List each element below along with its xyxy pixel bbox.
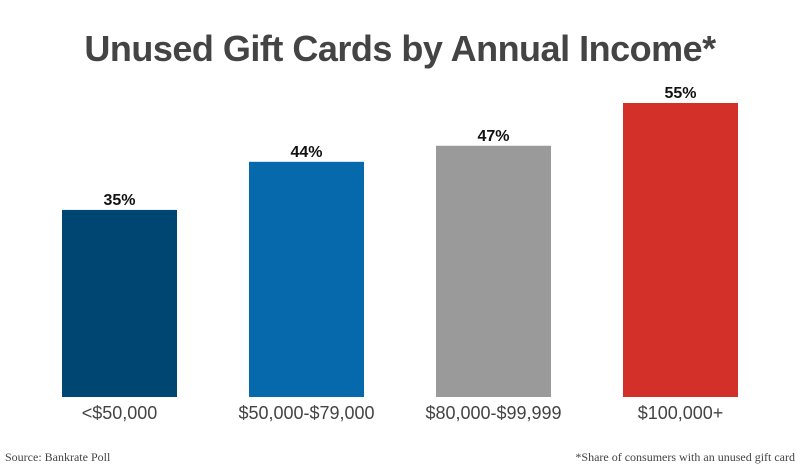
category-label: $50,000-$79,000 — [238, 403, 374, 423]
category-label: <$50,000 — [82, 403, 158, 423]
bar-0 — [62, 209, 177, 397]
data-label: 47% — [477, 128, 509, 145]
bar-2 — [436, 145, 551, 397]
data-label: 55% — [664, 85, 696, 102]
source-note: Source: Bankrate Poll — [5, 450, 111, 464]
category-label: $80,000-$99,999 — [425, 403, 561, 423]
footnote: *Share of consumers with an unused gift … — [575, 450, 795, 464]
chart-title: Unused Gift Cards by Annual Income* — [84, 28, 716, 69]
bar-3 — [623, 103, 738, 397]
data-label: 44% — [290, 144, 322, 161]
category-label: $100,000+ — [638, 403, 724, 423]
data-label: 35% — [103, 192, 135, 209]
bar-1 — [249, 161, 364, 397]
